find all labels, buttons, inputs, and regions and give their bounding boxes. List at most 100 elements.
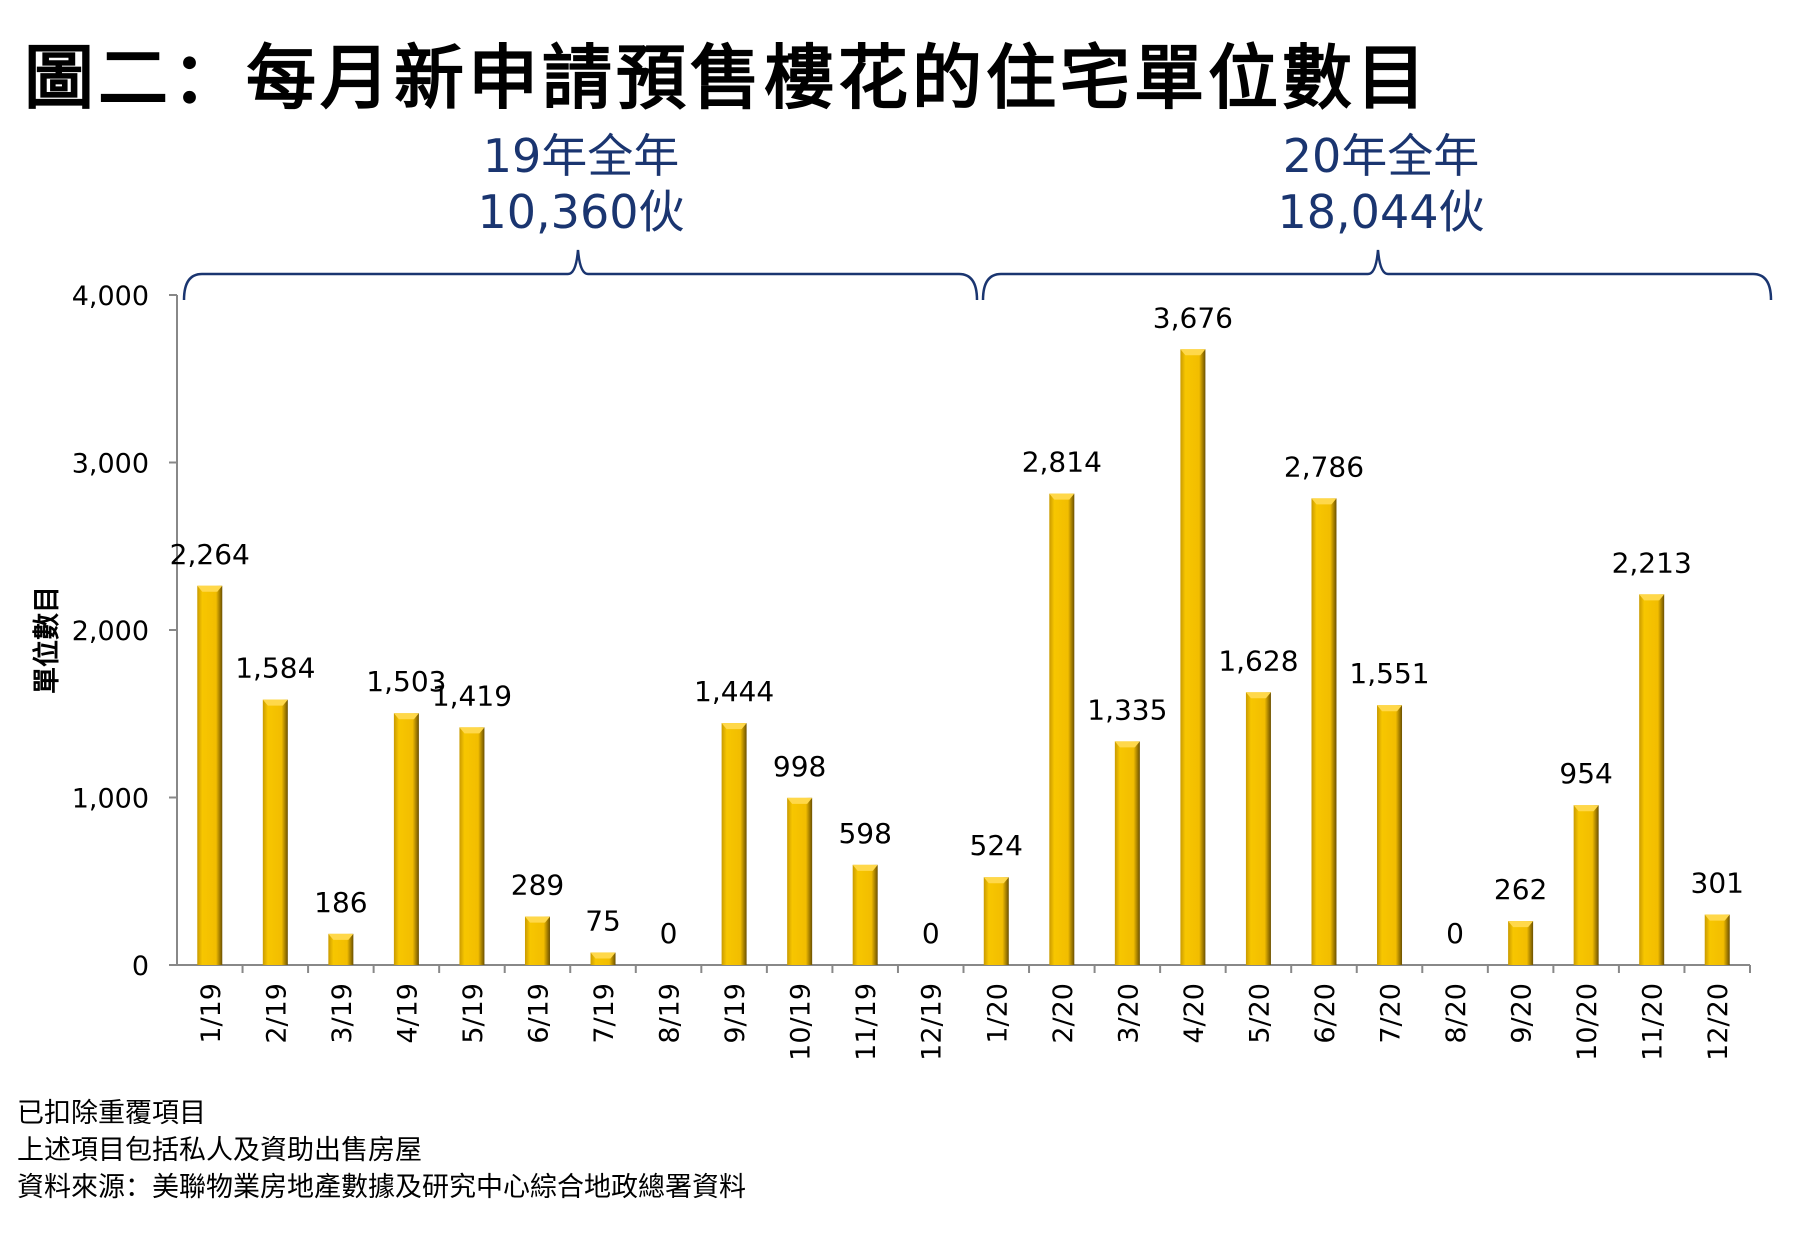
bar-top-bevel xyxy=(1311,498,1337,505)
bar xyxy=(262,699,288,965)
bar-value-label: 1,503 xyxy=(366,665,446,698)
y-tick-label: 3,000 xyxy=(72,449,149,480)
bar xyxy=(1245,692,1271,965)
bar-value-label: 186 xyxy=(314,886,367,919)
bar-value-label: 0 xyxy=(922,917,940,950)
bar-value-label: 1,628 xyxy=(1218,644,1298,677)
x-tick-label: 12/19 xyxy=(917,983,948,1061)
bar-value-label: 2,264 xyxy=(170,538,250,571)
bar xyxy=(524,916,550,965)
bar-top-bevel xyxy=(1049,493,1075,500)
bar xyxy=(1508,921,1534,965)
x-tick-label: 1/19 xyxy=(196,983,227,1044)
bar xyxy=(1704,914,1730,965)
x-tick-label: 10/19 xyxy=(786,983,817,1061)
x-tick-label: 7/19 xyxy=(589,983,620,1044)
bar-value-label: 262 xyxy=(1494,873,1547,906)
x-tick-label: 11/20 xyxy=(1638,983,1669,1061)
bar-value-label: 598 xyxy=(838,817,891,850)
bar xyxy=(1049,493,1075,965)
y-axis-label: 單位數目 xyxy=(31,586,63,694)
footnote: 資料來源：美聯物業房地產數據及研究中心綜合地政總署資料 xyxy=(17,1172,746,1203)
x-tick-label: 1/20 xyxy=(982,983,1013,1044)
x-tick-label: 3/19 xyxy=(327,983,358,1044)
annotation-total: 10,360伙 xyxy=(478,185,685,239)
bar-value-label: 1,584 xyxy=(235,652,315,685)
bar-top-bevel xyxy=(524,916,550,923)
bar-top-bevel xyxy=(787,797,813,804)
bar-value-label: 998 xyxy=(773,750,826,783)
annotation-year: 20年全年 xyxy=(1283,129,1480,183)
x-tick-label: 5/20 xyxy=(1244,983,1275,1044)
bar-value-label: 301 xyxy=(1691,867,1744,900)
bar-top-bevel xyxy=(262,699,288,706)
x-tick-label: 11/19 xyxy=(851,983,882,1061)
bar-value-label: 1,551 xyxy=(1349,657,1429,690)
bar-value-label: 75 xyxy=(585,904,621,937)
bar-top-bevel xyxy=(328,933,354,940)
x-tick-label: 3/20 xyxy=(1113,983,1144,1044)
bar xyxy=(852,864,878,965)
annotation-year: 19年全年 xyxy=(483,129,680,183)
x-tick-label: 9/20 xyxy=(1507,983,1538,1044)
bar-value-label: 1,419 xyxy=(432,679,512,712)
bar xyxy=(1180,349,1206,965)
bar-value-label: 0 xyxy=(660,917,678,950)
bar-top-bevel xyxy=(983,877,1009,884)
bar-value-label: 2,786 xyxy=(1284,450,1364,483)
x-tick-label: 2/19 xyxy=(261,983,292,1044)
bar xyxy=(197,585,223,965)
bar-value-label: 1,444 xyxy=(694,675,774,708)
chart-title: 圖二：每月新申請預售樓花的住宅單位數目 xyxy=(24,37,1430,119)
x-tick-label: 5/19 xyxy=(458,983,489,1044)
bar-top-bevel xyxy=(1639,594,1665,601)
footnote: 上述項目包括私人及資助出售房屋 xyxy=(17,1135,422,1166)
bar-value-label: 3,676 xyxy=(1153,301,1233,334)
bar xyxy=(459,727,485,965)
bar xyxy=(1377,705,1403,965)
y-tick-label: 2,000 xyxy=(72,616,149,647)
bar xyxy=(393,713,419,965)
x-tick-label: 4/19 xyxy=(392,983,423,1044)
y-tick-label: 1,000 xyxy=(72,784,149,815)
bar-value-label: 1,335 xyxy=(1087,693,1167,726)
bar xyxy=(983,877,1009,965)
y-tick-label: 4,000 xyxy=(72,281,149,312)
bar xyxy=(1311,498,1337,965)
bar-top-bevel xyxy=(1508,921,1534,928)
bar-value-label: 0 xyxy=(1446,917,1464,950)
bar-value-label: 289 xyxy=(511,869,564,902)
bar-top-bevel xyxy=(590,952,616,959)
x-tick-label: 2/20 xyxy=(1048,983,1079,1044)
bar xyxy=(1114,741,1140,965)
annotation-total: 18,044伙 xyxy=(1278,185,1485,239)
bar-top-bevel xyxy=(1245,692,1271,699)
x-tick-label: 6/19 xyxy=(523,983,554,1044)
bar xyxy=(721,723,747,965)
x-tick-label: 10/20 xyxy=(1572,983,1603,1061)
bar-top-bevel xyxy=(197,585,223,592)
bar-top-bevel xyxy=(393,713,419,720)
bar-value-label: 2,814 xyxy=(1022,446,1102,479)
x-tick-label: 4/20 xyxy=(1179,983,1210,1044)
bar-value-label: 2,213 xyxy=(1612,546,1692,579)
bar-top-bevel xyxy=(721,723,747,730)
x-tick-label: 8/19 xyxy=(655,983,686,1044)
bar-value-label: 524 xyxy=(970,829,1023,862)
bar-top-bevel xyxy=(1377,705,1403,712)
x-tick-label: 12/20 xyxy=(1703,983,1734,1061)
bar-top-bevel xyxy=(852,864,878,871)
footnote: 已扣除重覆項目 xyxy=(17,1098,206,1129)
x-tick-label: 9/19 xyxy=(720,983,751,1044)
y-tick-label: 0 xyxy=(132,951,149,982)
bar-top-bevel xyxy=(1180,349,1206,356)
bar-value-label: 954 xyxy=(1559,757,1612,790)
bar-top-bevel xyxy=(1704,914,1730,921)
x-tick-label: 8/20 xyxy=(1441,983,1472,1044)
bar-top-bevel xyxy=(1114,741,1140,748)
curly-bracket xyxy=(182,249,979,301)
x-tick-label: 7/20 xyxy=(1376,983,1407,1044)
bar xyxy=(1639,594,1665,965)
bar-top-bevel xyxy=(459,727,485,734)
